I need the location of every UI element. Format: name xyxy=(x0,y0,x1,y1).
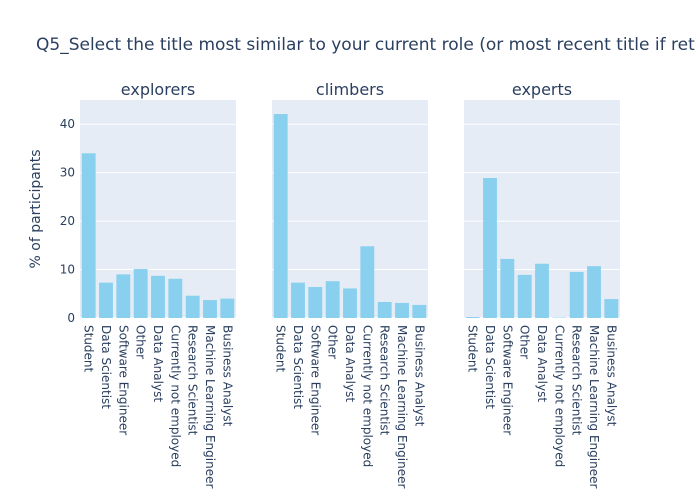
bar-explorers-2 xyxy=(116,274,131,318)
x-tick-label: Data Analyst xyxy=(343,325,357,402)
x-tick-label: Currently not employed xyxy=(168,325,182,467)
x-tick-label: Business Analyst xyxy=(412,325,426,427)
bar-climbers-4 xyxy=(343,288,357,318)
bar-climbers-2 xyxy=(308,286,323,318)
x-tick-label: Student xyxy=(82,325,96,373)
bar-experts-6 xyxy=(569,271,584,318)
bar-climbers-6 xyxy=(377,302,392,318)
x-tick-label: Business Analyst xyxy=(604,325,618,427)
x-tick-label: Student xyxy=(274,325,288,373)
plot-area-climbers xyxy=(272,100,428,318)
bar-experts-7 xyxy=(587,266,601,318)
x-tick-label: Data Analyst xyxy=(535,325,549,402)
y-axis-title: % of participants xyxy=(28,149,44,268)
x-tick-label: Research Scientist xyxy=(570,325,584,436)
y-tick-label: 10 xyxy=(60,263,75,277)
x-tick-label: Data Scientist xyxy=(291,325,305,409)
bar-explorers-7 xyxy=(203,300,217,318)
y-tick-label: 30 xyxy=(60,166,75,180)
bar-experts-2 xyxy=(500,258,515,318)
x-tick-label: Software Engineer xyxy=(308,325,322,435)
panel-title-experts: experts xyxy=(512,80,572,99)
x-tick-label: Software Engineer xyxy=(500,325,514,435)
bar-climbers-1 xyxy=(291,282,305,318)
bar-experts-8 xyxy=(604,299,619,318)
panel-climbers: climbers Student Data Scientist Software En… xyxy=(272,80,428,488)
x-tick-label: Research Scientist xyxy=(186,325,200,436)
bar-explorers-3 xyxy=(133,269,148,318)
bar-experts-0 xyxy=(465,317,480,318)
bar-explorers-6 xyxy=(185,295,200,318)
panel-title-explorers: explorers xyxy=(121,80,195,99)
x-tick-label: Currently not employed xyxy=(360,325,374,467)
bar-experts-4 xyxy=(535,263,549,318)
bar-climbers-3 xyxy=(325,281,340,318)
x-tick-label: Other xyxy=(518,325,532,359)
y-tick-label: 0 xyxy=(67,311,75,325)
panel-title-climbers: climbers xyxy=(316,80,384,99)
panel-experts: experts Student Data Scientist Software Eng… xyxy=(464,80,620,488)
x-tick-label: Data Analyst xyxy=(151,325,165,402)
panel-explorers: explorers Student Data Scientist Software E… xyxy=(80,80,236,488)
x-tick-label: Machine Learning Engineer xyxy=(587,325,601,488)
x-tick-label: Data Scientist xyxy=(99,325,113,409)
bar-climbers-7 xyxy=(395,302,409,318)
x-tick-label: Data Scientist xyxy=(483,325,497,409)
bar-climbers-5 xyxy=(360,246,375,318)
bar-explorers-1 xyxy=(99,282,113,318)
bar-climbers-8 xyxy=(412,304,427,318)
x-tick-label: Business Analyst xyxy=(220,325,234,427)
x-tick-label: Machine Learning Engineer xyxy=(395,325,409,488)
x-tick-label: Other xyxy=(326,325,340,359)
y-tick-label: 40 xyxy=(60,117,75,131)
bar-explorers-4 xyxy=(151,275,165,318)
x-tick-label: Other xyxy=(134,325,148,359)
bar-explorers-8 xyxy=(220,298,235,318)
chart-title: Q5_Select the title most similar to your… xyxy=(36,35,695,55)
bar-explorers-0 xyxy=(81,153,96,318)
x-tick-label: Machine Learning Engineer xyxy=(203,325,217,488)
x-tick-label: Student xyxy=(466,325,480,373)
y-tick-label: 20 xyxy=(60,214,75,228)
x-tick-label: Currently not employed xyxy=(552,325,566,467)
x-tick-label: Research Scientist xyxy=(378,325,392,436)
bar-experts-1 xyxy=(483,177,497,318)
x-tick-label: Software Engineer xyxy=(116,325,130,435)
bar-explorers-5 xyxy=(168,278,183,318)
bar-climbers-0 xyxy=(273,114,288,318)
bar-experts-3 xyxy=(517,274,532,318)
